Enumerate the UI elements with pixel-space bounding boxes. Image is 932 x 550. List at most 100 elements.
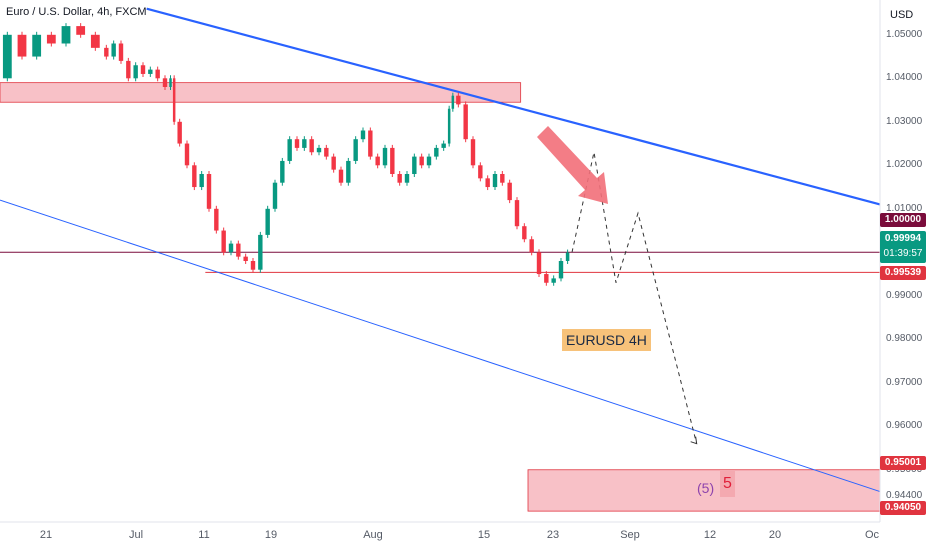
- candle-body: [390, 147, 395, 174]
- candle-body: [397, 174, 402, 183]
- candle-body: [382, 147, 388, 166]
- price-box-current: 0.99994 01:39:57: [880, 231, 926, 263]
- candle-body: [419, 156, 424, 166]
- candle-body: [61, 26, 71, 44]
- arrow-layer: [537, 126, 608, 204]
- candle-body: [236, 243, 241, 257]
- candle-body: [287, 139, 292, 161]
- candle-body: [214, 208, 219, 231]
- x-tick-label: Oc: [864, 529, 880, 541]
- candle-body: [456, 95, 461, 105]
- x-tick-label: 11: [198, 529, 210, 541]
- candle-body: [140, 65, 146, 74]
- candle-body: [280, 160, 285, 183]
- chart-title: Euro / U.S. Dollar, 4h, FXCM: [6, 6, 147, 18]
- price-box-1-00000: 1.00000: [880, 213, 926, 227]
- countdown: 01:39:57: [883, 248, 923, 259]
- candle-body: [500, 174, 505, 183]
- candle-body: [324, 147, 329, 157]
- candle-body: [126, 60, 131, 79]
- target-zone: [527, 469, 881, 512]
- candle-body: [250, 261, 256, 270]
- y-tick-label: 0.94400: [886, 489, 923, 501]
- candle-body: [565, 252, 570, 261]
- candle-body: [338, 169, 344, 183]
- candle-body: [551, 278, 556, 283]
- current-price: 0.99994: [884, 233, 922, 244]
- candle-body: [172, 78, 176, 122]
- symbol-annotation: EURUSD 4H: [562, 329, 651, 351]
- candle-body: [447, 108, 451, 144]
- x-tick-label: Aug: [363, 529, 383, 541]
- candle-body: [302, 139, 307, 148]
- candle-body: [558, 261, 564, 279]
- x-tick-label: 23: [546, 529, 560, 541]
- candle-body: [118, 43, 124, 61]
- y-tick-label: 1.04000: [886, 72, 923, 84]
- candle-body: [192, 165, 197, 188]
- candle-body: [90, 34, 100, 48]
- x-tick-label: 12: [703, 529, 717, 541]
- candle-body: [346, 160, 351, 183]
- zones-layer: [0, 82, 881, 512]
- candle-body: [111, 43, 116, 57]
- candle-body: [441, 143, 446, 148]
- price-box-0-95001: 0.95001: [880, 456, 926, 470]
- projection-arrowhead: [690, 436, 698, 445]
- candle-body: [104, 47, 109, 57]
- candle-body: [206, 174, 212, 209]
- price-box-0-94050: 0.94050: [880, 501, 926, 515]
- x-tick-label: 15: [477, 529, 491, 541]
- candle-body: [375, 156, 380, 166]
- price-box-0-99539: 0.99539: [880, 266, 926, 280]
- candle-body: [353, 139, 358, 161]
- candle-body: [507, 182, 512, 201]
- candle-body: [412, 156, 417, 174]
- candle-body: [485, 178, 490, 188]
- y-tick-label: 1.02000: [886, 159, 923, 171]
- y-tick-label: 0.97000: [886, 376, 923, 388]
- candle-body: [294, 139, 300, 148]
- candle-body: [2, 34, 12, 79]
- wave-number: 5: [720, 471, 735, 497]
- candle-body: [228, 243, 234, 253]
- candle-body: [426, 156, 432, 166]
- candle-body: [331, 156, 336, 170]
- candle-body: [169, 78, 172, 87]
- candle-body: [177, 121, 182, 144]
- candle-body: [162, 78, 168, 87]
- candle-body: [265, 208, 270, 235]
- x-tick-label: Jul: [128, 529, 144, 541]
- candle-body: [492, 174, 498, 188]
- candle-body: [133, 65, 138, 79]
- x-tick-label: Sep: [620, 529, 640, 541]
- candle-body: [243, 256, 248, 261]
- candle-body: [309, 139, 314, 153]
- candle-body: [404, 174, 410, 183]
- candle-body: [470, 139, 476, 166]
- y-tick-label: 0.99000: [886, 289, 923, 301]
- candle-body: [478, 165, 483, 179]
- candle-body: [17, 34, 27, 57]
- candle-body: [529, 239, 534, 253]
- projection-layer: [571, 152, 698, 445]
- x-tick-label: 19: [264, 529, 278, 541]
- resistance-zone: [0, 82, 522, 103]
- candle-body: [148, 69, 153, 74]
- down-arrow-icon: [537, 126, 608, 204]
- candle-body: [536, 252, 542, 275]
- candle-body: [463, 104, 468, 140]
- y-tick-label: 1.05000: [886, 28, 923, 40]
- y-tick-label: 1.03000: [886, 115, 923, 127]
- candle-body: [258, 234, 263, 270]
- candle-body: [32, 34, 42, 57]
- price-series-layer: [2, 23, 570, 286]
- candle-body: [522, 226, 527, 240]
- candle-body: [46, 34, 56, 44]
- candle-body: [184, 143, 190, 166]
- candle-body: [544, 274, 549, 283]
- x-tick-label: 21: [39, 529, 53, 541]
- y-tick-label: 1.01000: [886, 202, 923, 214]
